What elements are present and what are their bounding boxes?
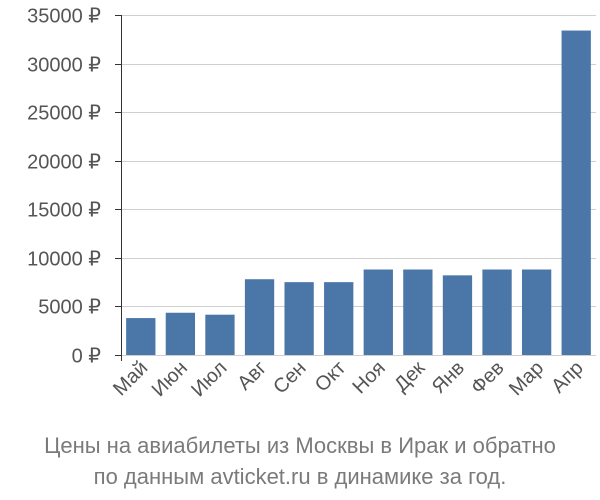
bar bbox=[521, 269, 552, 355]
chart-caption: Цены на авиабилеты из Москвы в Ирак и об… bbox=[0, 430, 600, 492]
bar bbox=[284, 282, 314, 355]
x-tick-label: Июл bbox=[187, 357, 231, 401]
y-tick-label: 25000 ₽ bbox=[27, 103, 101, 125]
x-tick-label: Фев bbox=[467, 357, 509, 399]
bar bbox=[561, 30, 591, 356]
y-tick-label: 10000 ₽ bbox=[27, 249, 101, 271]
x-tick-label: Апр bbox=[547, 357, 588, 398]
gridlines bbox=[115, 15, 596, 356]
bar bbox=[482, 269, 512, 355]
bar bbox=[244, 279, 275, 355]
caption-line-1: Цены на авиабилеты из Москвы в Ирак и об… bbox=[44, 433, 556, 458]
x-tick-label: Янв bbox=[428, 357, 469, 398]
bar bbox=[165, 312, 196, 355]
x-tick-label: Окт bbox=[311, 357, 350, 396]
y-tick-label: 20000 ₽ bbox=[27, 152, 101, 174]
bar bbox=[403, 269, 433, 355]
y-axis-ticks: 0 ₽ 5000 ₽ 10000 ₽ 15000 ₽ 20000 ₽ 25000 ₽ 300… bbox=[27, 6, 101, 368]
y-tick-label: 30000 ₽ bbox=[27, 55, 101, 77]
y-tick-label: 5000 ₽ bbox=[38, 297, 101, 319]
bars bbox=[126, 30, 591, 356]
x-tick-label: Май bbox=[109, 357, 152, 400]
x-tick-label: Мар bbox=[505, 357, 548, 400]
bar bbox=[363, 269, 393, 355]
bar bbox=[442, 275, 473, 355]
x-tick-label: Ноя bbox=[349, 357, 390, 398]
x-tick-label: Дек bbox=[390, 357, 429, 396]
bar bbox=[205, 314, 235, 355]
y-tick-label: 15000 ₽ bbox=[27, 200, 101, 222]
bar bbox=[324, 282, 354, 355]
x-tick-label: Сен bbox=[269, 357, 310, 398]
bar bbox=[126, 318, 156, 355]
x-tick-label: Июн bbox=[148, 357, 192, 401]
y-tick-label: 35000 ₽ bbox=[27, 6, 101, 28]
y-tick-label: 0 ₽ bbox=[72, 346, 102, 368]
caption-line-2: по данным avticket.ru в динамике за год. bbox=[93, 464, 507, 489]
x-tick-label: Авг bbox=[233, 357, 271, 395]
price-bar-chart: 0 ₽ 5000 ₽ 10000 ₽ 15000 ₽ 20000 ₽ 25000 ₽ 300… bbox=[27, 6, 596, 401]
